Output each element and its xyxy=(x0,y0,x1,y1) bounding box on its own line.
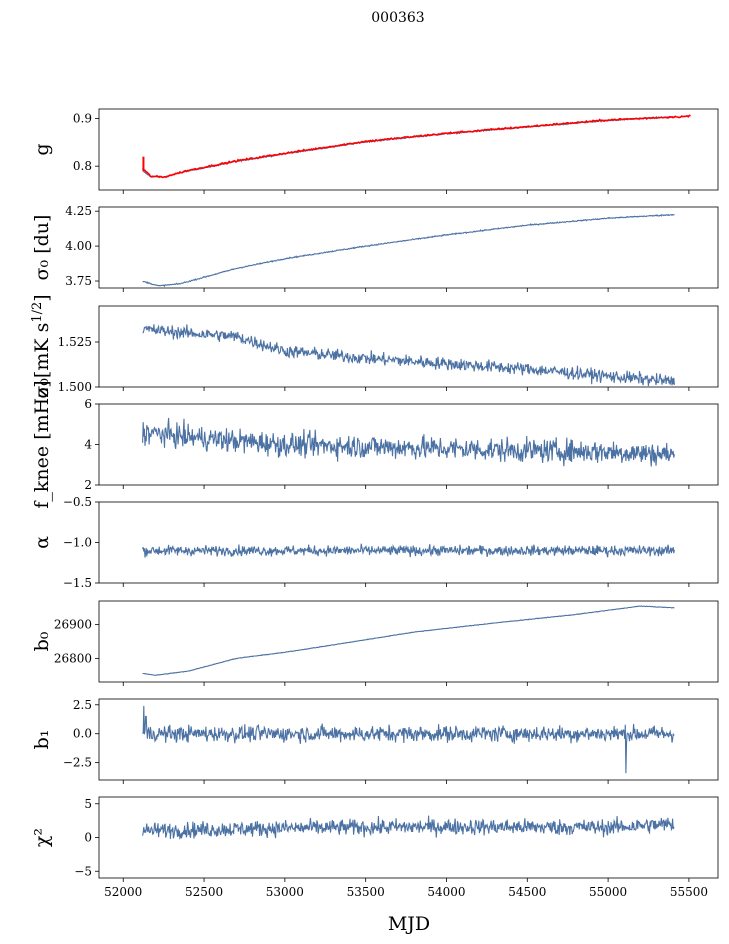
x-tick-label-3: 53500 xyxy=(347,885,385,899)
panel-7: −5 0 5 52000 52500 53000 53500 54000 54500 55000 5… xyxy=(31,796,719,899)
x-tick-label-5: 54500 xyxy=(508,885,546,899)
y-tick-label-7-1: 0 xyxy=(84,831,92,845)
y-axis-label-4: α xyxy=(31,536,53,549)
y-tick-label-4-0: −1.5 xyxy=(63,576,92,590)
axes-frame-2 xyxy=(98,305,719,388)
y-tick-label-3-0: 2 xyxy=(84,478,92,492)
x-tick-label-2: 53000 xyxy=(266,885,304,899)
y-tick-label-7-2: 5 xyxy=(84,797,92,811)
axes-frame-6 xyxy=(98,698,719,781)
series-line-7 xyxy=(142,815,675,840)
y-tick-label-3-1: 4 xyxy=(84,438,92,452)
series-line-3 xyxy=(142,417,675,467)
y-tick-label-6-1: 0.0 xyxy=(73,727,92,741)
y-axis-label-0: g xyxy=(31,143,53,155)
y-axis-label-5: b₀ xyxy=(31,631,53,651)
panels: 0.8 0.9 g 3.75 4.00 4.25 σ₀ [du] 1.500 1.525 σ₀[m… xyxy=(30,108,719,899)
panel-2: 1.500 1.525 σ₀[mK s1/2] xyxy=(30,294,719,399)
y-tick-label-1-0: 3.75 xyxy=(65,274,92,288)
x-tick-label-4: 54000 xyxy=(427,885,465,899)
y-tick-label-0-1: 0.9 xyxy=(73,112,92,126)
series-line-5 xyxy=(142,605,675,676)
y-axis-label-7: χ² xyxy=(31,828,53,847)
x-axis-label: MJD xyxy=(388,913,430,935)
y-axis-label-3: f_knee [mHz] xyxy=(31,380,53,508)
y-tick-label-5-1: 26900 xyxy=(54,618,92,632)
x-tick-label-0: 52000 xyxy=(104,885,142,899)
axes-frame-4 xyxy=(98,501,719,584)
fit-line-0 xyxy=(141,114,691,179)
panel-1: 3.75 4.00 4.25 σ₀ [du] xyxy=(31,204,719,292)
axes-frame-1 xyxy=(98,206,719,289)
y-tick-label-7-0: −5 xyxy=(74,864,92,878)
series-line-6 xyxy=(142,705,675,774)
y-axis-label-6: b₁ xyxy=(31,730,53,750)
panel-6: −2.5 0.0 2.5 b₁ xyxy=(31,698,719,784)
y-tick-label-2-1: 1.525 xyxy=(58,335,92,349)
series-line-4 xyxy=(142,543,675,558)
y-tick-label-1-2: 4.25 xyxy=(65,204,92,218)
series-line-2 xyxy=(142,324,675,387)
y-tick-label-0-0: 0.8 xyxy=(73,159,92,173)
x-tick-label-7: 55500 xyxy=(670,885,708,899)
series-line-0 xyxy=(142,115,675,179)
axes-frame-0 xyxy=(98,108,719,191)
y-tick-label-6-2: 2.5 xyxy=(73,698,92,712)
y-tick-label-4-2: −0.5 xyxy=(63,495,92,509)
series-line-1 xyxy=(142,213,675,288)
x-tick-label-1: 52500 xyxy=(185,885,223,899)
y-tick-label-1-1: 4.00 xyxy=(65,239,92,253)
y-axis-label-2: σ₀[mK s1/2] xyxy=(30,294,53,398)
panel-4: −1.5 −1.0 −0.5 α xyxy=(31,495,719,590)
panel-0: 0.8 0.9 g xyxy=(31,108,719,194)
figure-title: 000363 xyxy=(371,10,424,26)
y-tick-label-5-0: 26800 xyxy=(54,651,92,665)
x-tick-label-6: 55000 xyxy=(589,885,627,899)
axes-frame-7 xyxy=(98,796,719,879)
panel-3: 2 4 6 f_knee [mHz] xyxy=(31,380,719,509)
y-tick-label-6-0: −2.5 xyxy=(63,756,92,770)
y-tick-label-2-0: 1.500 xyxy=(58,380,92,394)
y-axis-label-1: σ₀ [du] xyxy=(31,215,53,281)
axes-frame-5 xyxy=(98,600,719,683)
y-tick-label-3-2: 6 xyxy=(84,397,92,411)
y-tick-label-4-1: −1.0 xyxy=(63,536,92,550)
